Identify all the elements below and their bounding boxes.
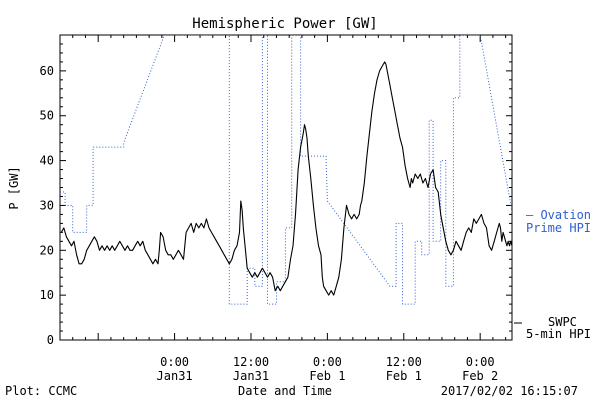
legend-ovation-line1: — Ovation bbox=[526, 208, 591, 222]
y-axis-label: P [GW] bbox=[7, 166, 21, 209]
x-tick-label-date: Jan31 bbox=[157, 369, 193, 383]
x-tick-label-time: 0:00 bbox=[313, 355, 342, 369]
y-tick-labels: 0 10 20 30 40 50 60 bbox=[40, 64, 54, 347]
plot-frame bbox=[59, 34, 513, 341]
series-swpc-line bbox=[60, 61, 512, 296]
legend-swpc-line1: SWPC bbox=[548, 315, 577, 329]
y-tick-label: 50 bbox=[40, 109, 54, 123]
y-tick-label: 30 bbox=[40, 198, 54, 212]
legend-swpc-line2: 5-min HPI bbox=[526, 327, 591, 341]
footer-plot-credit: Plot: CCMC bbox=[5, 384, 77, 398]
x-tick-label-date: Feb 2 bbox=[462, 369, 498, 383]
x-tick-label-date: Jan31 bbox=[233, 369, 269, 383]
x-tick-label-date: Feb 1 bbox=[309, 369, 345, 383]
chart-title: Hemispheric Power [GW] bbox=[192, 16, 377, 32]
y-tick-label: 20 bbox=[40, 243, 54, 257]
y-tick-label: 0 bbox=[47, 333, 54, 347]
series-ovation-prime-line bbox=[60, 35, 512, 305]
x-tick-label-time: 0:00 bbox=[160, 355, 189, 369]
y-tick-label: 60 bbox=[40, 64, 54, 78]
chart-legend: — Ovation Prime HPI SWPC 5-min HPI bbox=[514, 208, 591, 341]
x-tick-label-time: 12:00 bbox=[233, 355, 269, 369]
x-tick-label-time: 12:00 bbox=[386, 355, 422, 369]
x-tick-label-date: Feb 1 bbox=[386, 369, 422, 383]
axis-ticks bbox=[59, 34, 512, 341]
x-tick-label-time: 0:00 bbox=[466, 355, 495, 369]
footer-x-axis-label: Date and Time bbox=[238, 384, 332, 398]
y-tick-label: 40 bbox=[40, 154, 54, 168]
legend-ovation-line2: Prime HPI bbox=[526, 221, 591, 235]
y-tick-label: 10 bbox=[40, 288, 54, 302]
series-layer bbox=[60, 35, 512, 305]
footer-timestamp: 2017/02/02 16:15:07 bbox=[441, 384, 578, 398]
